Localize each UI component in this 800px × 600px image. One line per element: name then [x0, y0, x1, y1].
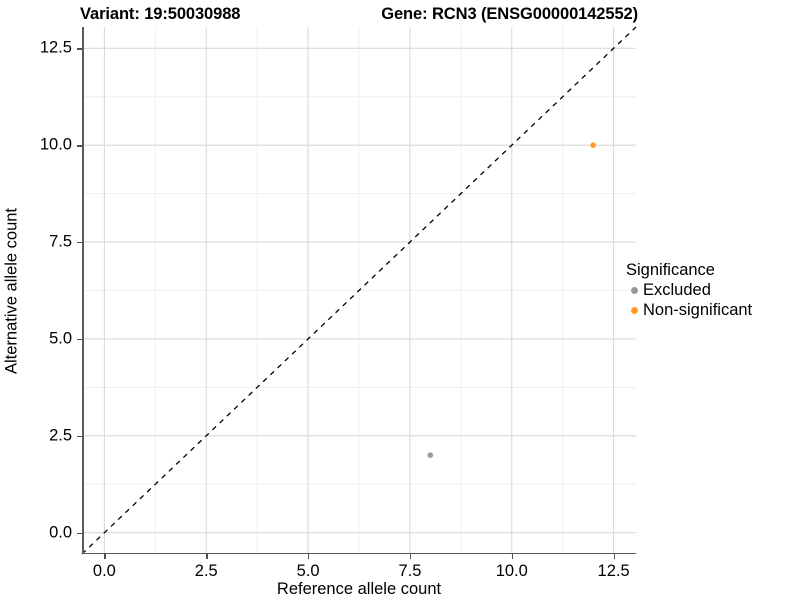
- y-axis-tick: [77, 145, 82, 147]
- y-axis-tick-label: 0.0: [49, 523, 72, 542]
- variant-title: Variant: 19:50030988: [80, 4, 241, 23]
- y-axis-tick-label: 7.5: [49, 232, 72, 251]
- data-point: [590, 142, 597, 148]
- x-axis-tick: [613, 554, 615, 559]
- data-layer: [81, 26, 637, 555]
- x-axis-tick-label: 5.0: [296, 562, 320, 580]
- x-axis-tick-label: 10.0: [495, 562, 528, 580]
- legend-item-label: Excluded: [643, 281, 711, 299]
- legend-title: Significance: [626, 261, 715, 279]
- x-axis-title: Reference allele count: [276, 580, 442, 598]
- diagonal-reference-line: [81, 26, 637, 555]
- plot-panel: [81, 26, 637, 555]
- legend-key-dot-icon: [626, 280, 642, 300]
- x-axis-tick: [409, 554, 412, 559]
- y-axis-tick-label: 12.5: [39, 38, 72, 57]
- y-axis-title-wrap: Alternative allele count: [0, 27, 24, 554]
- y-axis-title: Alternative allele count: [2, 207, 21, 374]
- y-axis-tick-label: 10.0: [39, 135, 72, 154]
- legend: Significance Excluded Non-significant: [626, 260, 796, 320]
- y-axis-tick: [77, 338, 82, 341]
- legend-items: Excluded Non-significant: [626, 280, 796, 320]
- y-axis-tick: [77, 435, 82, 438]
- y-axis-tick-label: 2.5: [49, 426, 72, 445]
- gene-title: Gene: RCN3 (ENSG00000142552): [381, 4, 638, 23]
- x-axis-tick-label: 7.5: [398, 562, 422, 580]
- legend-key-dot-icon: [626, 300, 642, 320]
- x-axis-tick-label: 0.0: [92, 562, 116, 580]
- x-axis-tick: [308, 554, 310, 559]
- y-axis-tick: [77, 48, 82, 50]
- plot-title-row: Variant: 19:50030988 Gene: RCN3 (ENSG000…: [80, 2, 638, 26]
- x-axis-tick: [104, 554, 106, 559]
- legend-item-label: Non-significant: [643, 301, 753, 319]
- y-axis-tick-label: 5.0: [49, 329, 72, 348]
- data-point: [427, 452, 434, 458]
- x-axis-tick-label: 12.5: [597, 562, 630, 580]
- x-axis-line: [82, 552, 636, 555]
- y-axis-tick: [77, 532, 82, 535]
- legend-item[interactable]: Excluded: [626, 280, 796, 300]
- x-axis-tick-label: 2.5: [194, 562, 218, 580]
- x-axis-tick: [206, 554, 208, 559]
- y-axis-tick: [77, 242, 82, 244]
- x-axis-tick: [511, 554, 514, 559]
- grid-layer: [82, 27, 636, 554]
- y-axis-line: [82, 27, 84, 554]
- legend-item[interactable]: Non-significant: [626, 300, 796, 320]
